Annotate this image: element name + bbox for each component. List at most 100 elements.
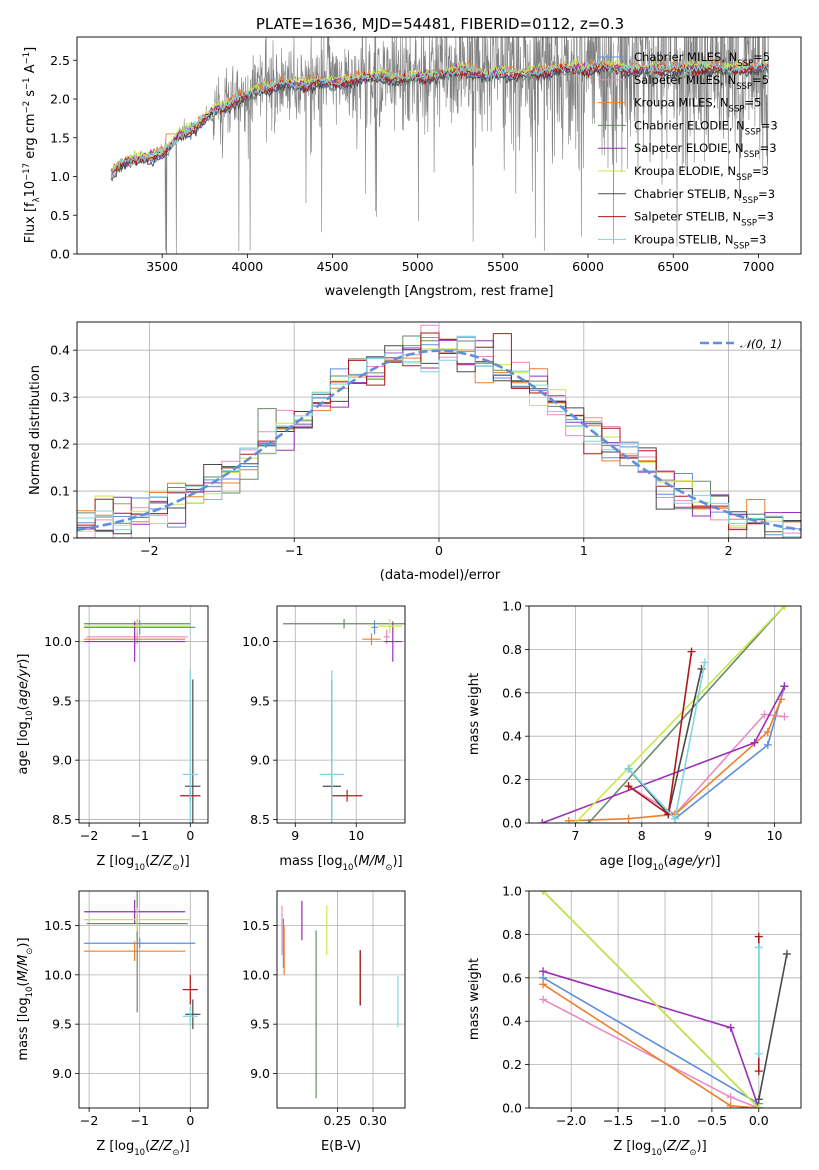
spectrum-ylabel: Flux [fλ10−17 erg cm−2 s−1 A−1] — [22, 47, 42, 243]
weight-marker — [754, 932, 763, 941]
residuals-axes: −2 −1 0 1 2 0.0 0.1 0.2 0.3 0.4 Normed distributio… — [28, 321, 802, 583]
errorbar-salpeter-stelib — [331, 789, 363, 802]
errorbar-kroupa-elodie — [377, 619, 402, 634]
age-vs-mass-xtick-label: 10 — [348, 828, 364, 843]
residuals-ytick-label: 0.3 — [50, 390, 70, 405]
age-vs-z-ytick-label: 9.0 — [52, 753, 72, 768]
weight-vs-age-xtick-label: 10 — [767, 828, 783, 843]
age-vs-mass-xtick-label: 9 — [291, 828, 299, 843]
weight-vs-z-xlabel: Z [log10(Z/Z⊙)] — [613, 1139, 706, 1158]
age-vs-z-ytick-label: 9.5 — [52, 693, 72, 708]
spectrum-xtick-label: 4500 — [317, 259, 349, 274]
weight-marker — [726, 1101, 735, 1108]
weight-marker — [750, 738, 759, 747]
age-vs-mass-plot-area — [277, 606, 405, 823]
weight-marker — [763, 740, 772, 749]
weight-vs-z-xtick-label: −1.0 — [650, 1113, 680, 1128]
weight-vs-z-ytick-label: 0.2 — [502, 1057, 522, 1072]
age-vs-z-xtick-label: −2 — [80, 828, 98, 843]
legend-entry: Kroupa ELODIE, NSSP=3 — [634, 164, 769, 183]
spectrum-xtick-label: 6500 — [657, 259, 689, 274]
weight-vs-age-ytick-label: 1.0 — [502, 599, 522, 614]
legend-entry: Salpeter MILES, NSSP=5 — [634, 73, 769, 92]
age-vs-mass-ytick-label: 10.0 — [242, 634, 270, 649]
weight-vs-z-ylabel: mass weight — [467, 958, 482, 1040]
age-vs-z-axes: −2 −1 0 8.5 9.0 9.5 10.0 age [log10(age/yr)] Z [… — [16, 605, 209, 873]
age-vs-mass-ytick-label: 8.5 — [250, 812, 270, 827]
legend-entry: Salpeter STELIB, NSSP=3 — [634, 210, 774, 229]
age-vs-z-frame — [78, 605, 209, 824]
histogram-kroupa-elodie — [77, 348, 801, 538]
weight-marker — [624, 814, 633, 823]
residuals-ytick-label: 0.1 — [50, 484, 70, 499]
weight-line-salpeter-elodie — [542, 685, 786, 823]
model-spectrum-salpeter-stelib — [110, 62, 769, 175]
errorbar-chabrier-stelib — [185, 679, 201, 823]
figure-title: PLATE=1636, MJD=54481, FIBERID=0112, z=0… — [256, 15, 624, 33]
mass-vs-ebv-xlabel: E(B-V) — [321, 1139, 361, 1154]
weight-vs-z-ytick-label: 0.8 — [502, 927, 522, 942]
weight-marker — [763, 727, 772, 736]
weight-line-kroupa-miles — [542, 983, 759, 1108]
weight-vs-z-xtick-label: −1.5 — [603, 1113, 633, 1128]
weight-vs-age-ytick-label: 0.6 — [502, 685, 522, 700]
data-spectrum-line — [111, 37, 769, 254]
spectrum-xlabel: wavelength [Angstrom, rest frame] — [325, 284, 554, 299]
weight-marker — [754, 1067, 763, 1076]
weight-marker — [780, 606, 789, 610]
spectrum-axes: 3500 4000 4500 5000 5500 6000 6500 7000 0.0 0.5 1.… — [22, 36, 802, 299]
errorbar-kroupa-miles — [362, 633, 381, 646]
weight-vs-age-ytick-label: 0.2 — [502, 772, 522, 787]
mass-vs-ebv-axes: 0.25 0.30 9.0 9.5 10.0 10.5 E(B-V) — [242, 890, 406, 1154]
weight-marker — [754, 943, 763, 952]
weight-marker — [564, 816, 573, 823]
weight-marker — [538, 819, 547, 823]
mass-vs-z-xtick-label: −2 — [80, 1113, 98, 1128]
weight-marker — [754, 1095, 763, 1104]
weight-marker — [782, 949, 791, 958]
weight-line-salpeter-elodie — [542, 970, 760, 1108]
mass-vs-z-xlabel: Z [log10(Z/Z⊙)] — [96, 1139, 189, 1158]
mass-vs-z-ytick-label: 10.0 — [44, 967, 72, 982]
errorbar-salpeter-elodie — [383, 621, 402, 662]
weight-vs-age-xtick-label: 8 — [638, 828, 646, 843]
residuals-ytick-label: 0.2 — [50, 437, 70, 452]
mass-vs-z-frame — [78, 890, 209, 1109]
age-vs-z-ytick-label: 10.0 — [44, 634, 72, 649]
residuals-xtick-label: 1 — [580, 543, 588, 558]
mass-vs-z-ylabel: mass [log10(M/M⊙)] — [16, 937, 35, 1060]
model-spectrum-kroupa-stelib — [110, 58, 769, 175]
weight-marker — [670, 814, 679, 823]
age-vs-z-xtick-label: −1 — [130, 828, 148, 843]
weight-vs-age-plot-area — [529, 606, 801, 823]
weight-vs-age-axes: 7 8 9 10 0.0 0.2 0.4 0.6 0.8 1.0 mass weight age [l… — [467, 599, 802, 873]
spectrum-xtick-label: 5000 — [402, 259, 434, 274]
errorbar-chabrier-miles — [84, 938, 196, 949]
weight-vs-z-ytick-label: 0.6 — [502, 970, 522, 985]
residuals-xlabel: (data-model)/error — [380, 568, 501, 583]
errorbar-chabrier-elodie — [283, 619, 405, 629]
spectrum-ytick-label: 0.0 — [50, 247, 70, 262]
weight-marker — [539, 891, 548, 895]
weight-marker — [700, 658, 709, 667]
mass-vs-ebv-xtick-label: 0.25 — [324, 1113, 352, 1128]
residuals-xtick-label: 2 — [725, 543, 733, 558]
spectrum-ytick-label: 1.5 — [50, 130, 70, 145]
mass-vs-z-ytick-label: 9.5 — [52, 1017, 72, 1032]
mass-vs-ebv-ytick-label: 10.5 — [242, 918, 270, 933]
age-vs-mass-ytick-label: 9.5 — [250, 693, 270, 708]
errorbar-kroupa-miles — [84, 941, 186, 962]
spectrum-ytick-label: 1.0 — [50, 169, 70, 184]
mass-vs-ebv-plot-area — [277, 891, 405, 1108]
spectrum-ytick-label: 2.5 — [50, 53, 70, 68]
model-spectrum-chabrier-stelib — [110, 63, 769, 182]
weight-vs-age-ytick-label: 0.8 — [502, 642, 522, 657]
histogram-kroupa-stelib — [77, 335, 801, 538]
residuals-legend-entry: 𝒩(0, 1) — [740, 337, 782, 351]
spectrum-xtick-label: 4000 — [231, 259, 263, 274]
weight-marker — [754, 1049, 763, 1058]
legend-entry: Kroupa STELIB, NSSP=3 — [634, 232, 766, 251]
age-vs-mass-ytick-label: 9.0 — [250, 753, 270, 768]
spectrum-ytick-label: 0.5 — [50, 208, 70, 223]
spectrum-plot-area — [110, 37, 769, 254]
